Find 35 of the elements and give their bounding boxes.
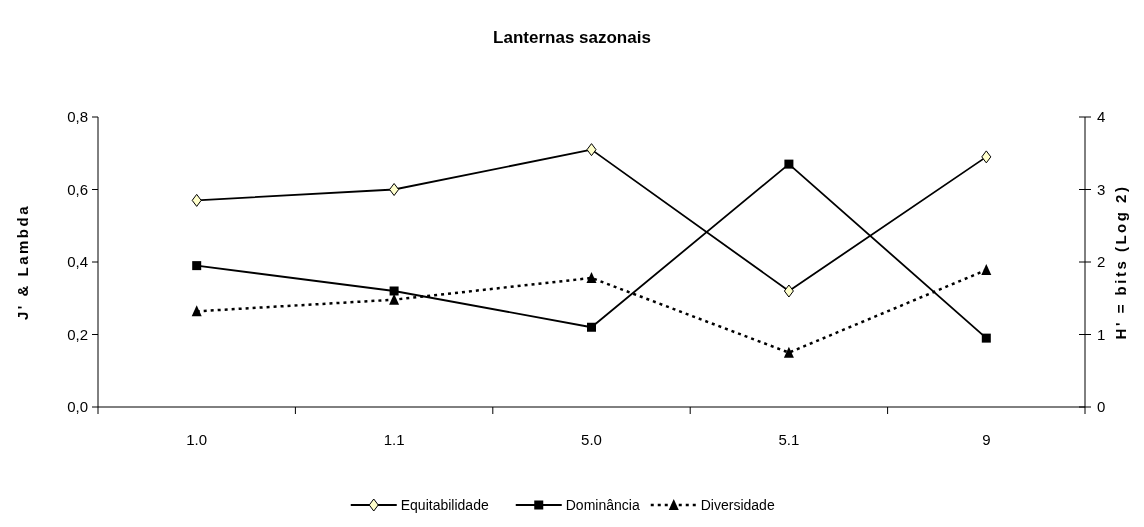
x-tick-label: 1.0 [186,431,208,448]
point [784,159,794,169]
point [586,271,597,283]
point [783,346,794,358]
x-tick-label: 5.1 [778,431,800,448]
y-tick-label: 0,8 [67,108,88,126]
point [587,322,596,332]
legend-label: Dominância [565,496,640,513]
point [981,150,992,164]
point [783,284,794,298]
y-axis-title: J' & Lambda [14,203,31,321]
y-tick-label: 0,2 [67,325,88,343]
point [586,143,597,157]
legend-label: Diversidade [700,496,775,513]
y2-tick-label: 0 [1097,398,1106,416]
y2-axis-title: H' = bits (Log 2) [1112,184,1129,340]
y-tick-label: 0,6 [67,180,88,198]
x-tick-label: 1.1 [383,431,405,448]
y2-tick-label: 1 [1097,325,1106,343]
y2-tick-label: 2 [1097,253,1106,271]
point [191,193,202,207]
point [389,286,399,296]
x-tick-label: 9 [982,431,991,448]
y-tick-label: 0,0 [67,398,88,416]
point [981,263,992,275]
y2-tick-label: 4 [1097,108,1106,126]
chart-title: Lanternas sazonais [493,28,651,47]
x-tick-label: 5.0 [581,431,602,448]
point [981,333,991,343]
point [191,305,202,317]
legend-label: Equitabilidade [400,496,489,513]
point [389,183,400,196]
y-tick-label: 0,4 [67,253,88,271]
y2-tick-label: 3 [1097,180,1106,198]
point [192,261,202,271]
